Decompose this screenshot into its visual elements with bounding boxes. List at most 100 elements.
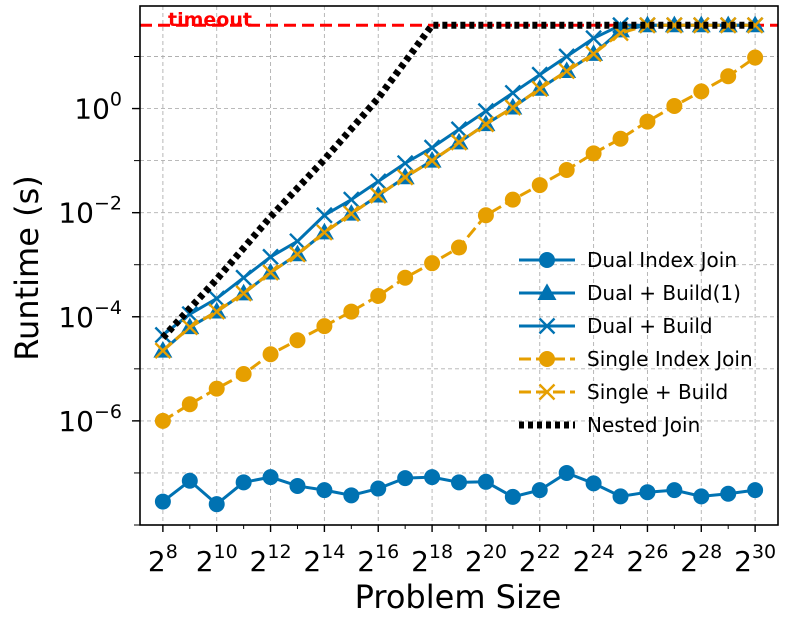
x-marker-stroke [423, 152, 441, 169]
data-point [451, 239, 467, 256]
x-marker-stroke [639, 16, 656, 34]
data-point [666, 97, 683, 114]
data-point [208, 290, 226, 307]
legend-label: Single Index Join [587, 347, 753, 371]
data-point [208, 303, 226, 320]
x-marker-stroke [342, 191, 360, 208]
legend-marker [537, 283, 557, 300]
x-marker-stroke [538, 383, 556, 401]
data-point [262, 346, 279, 363]
data-point [316, 206, 333, 224]
data-point [289, 332, 306, 349]
x-marker-stroke [316, 206, 333, 224]
data-point [504, 84, 522, 102]
x-tick-label: 220 [465, 541, 507, 578]
data-point [396, 168, 414, 186]
data-point [316, 224, 333, 241]
series-single-index-join [154, 49, 764, 429]
data-point [154, 342, 172, 359]
series-dual-index-join [154, 464, 764, 513]
legend-item: Dual + Build [519, 314, 713, 338]
data-point [504, 191, 521, 208]
legend-item: Dual Index Join [519, 248, 737, 272]
y-tick-label: 100 [74, 89, 122, 126]
data-point [558, 48, 576, 65]
data-point [746, 16, 764, 34]
x-marker-stroke [423, 139, 441, 156]
data-point [343, 303, 360, 320]
x-marker-stroke [531, 66, 549, 84]
data-point [450, 121, 468, 138]
data-point [181, 472, 198, 489]
legend-label: Dual + Build [587, 314, 713, 338]
x-tick-label: 226 [626, 541, 668, 578]
x-marker-stroke [719, 16, 737, 34]
data-point [235, 474, 252, 491]
x-marker-stroke [396, 154, 414, 172]
data-point [477, 115, 495, 133]
data-point [235, 285, 252, 302]
data-point [531, 482, 548, 499]
data-point [585, 145, 602, 162]
data-point [370, 287, 387, 304]
data-point [369, 173, 387, 190]
data-point [531, 66, 549, 84]
data-point [531, 177, 548, 194]
x-ticks: 28 210 212 214 216 218 220 222 224 226 228 230 [148, 525, 776, 578]
x-tick-label: 214 [303, 541, 345, 578]
data-point [424, 255, 441, 272]
x-marker-stroke [262, 264, 279, 281]
x-marker-stroke [585, 45, 602, 63]
x-marker-stroke [538, 317, 556, 335]
y-tick-label: 10−6 [58, 401, 122, 438]
data-point [477, 207, 494, 224]
x-marker-stroke [450, 121, 468, 138]
data-point [154, 493, 171, 510]
data-point [693, 83, 710, 100]
data-point [181, 396, 198, 413]
data-point [316, 318, 333, 335]
x-marker-stroke [477, 115, 495, 133]
series-single-build [154, 16, 764, 359]
x-marker-stroke [612, 16, 629, 34]
legend: Dual Index Join Dual + Build(1) Dual + Bui… [519, 248, 753, 437]
data-point [208, 380, 225, 397]
y-tick-label: 10−2 [58, 193, 122, 230]
timeout-label: timeout [168, 9, 252, 31]
data-point [343, 487, 360, 504]
data-point [558, 161, 575, 178]
data-point [504, 99, 522, 116]
data-point [504, 488, 521, 505]
data-point [262, 248, 279, 266]
x-marker-stroke [262, 248, 279, 266]
data-point [342, 191, 360, 208]
data-point [639, 16, 656, 34]
legend-marker [539, 252, 555, 268]
data-point [369, 187, 387, 204]
x-marker-stroke [746, 16, 764, 34]
legend-item: Nested Join [519, 413, 700, 437]
data-point [289, 477, 306, 494]
data-point [477, 473, 494, 490]
data-point [719, 16, 737, 34]
x-tick-label: 228 [680, 541, 722, 578]
data-point [396, 154, 414, 172]
data-point [154, 412, 171, 429]
series-nested-join [160, 21, 756, 340]
x-marker-stroke [369, 173, 387, 190]
x-tick-label: 212 [250, 541, 292, 578]
data-point [747, 49, 764, 66]
data-point [450, 134, 468, 151]
x-tick-label: 224 [573, 541, 615, 578]
data-point [558, 62, 576, 80]
data-point [424, 469, 441, 486]
data-point [612, 130, 629, 147]
data-point [451, 474, 467, 491]
data-point [666, 482, 683, 499]
x-marker-stroke [504, 99, 522, 116]
data-point [720, 68, 737, 85]
y-ticks: 10−6 10−4 10−2 100 [58, 55, 140, 526]
x-marker-stroke [181, 305, 199, 323]
x-tick-label: 210 [196, 541, 238, 578]
